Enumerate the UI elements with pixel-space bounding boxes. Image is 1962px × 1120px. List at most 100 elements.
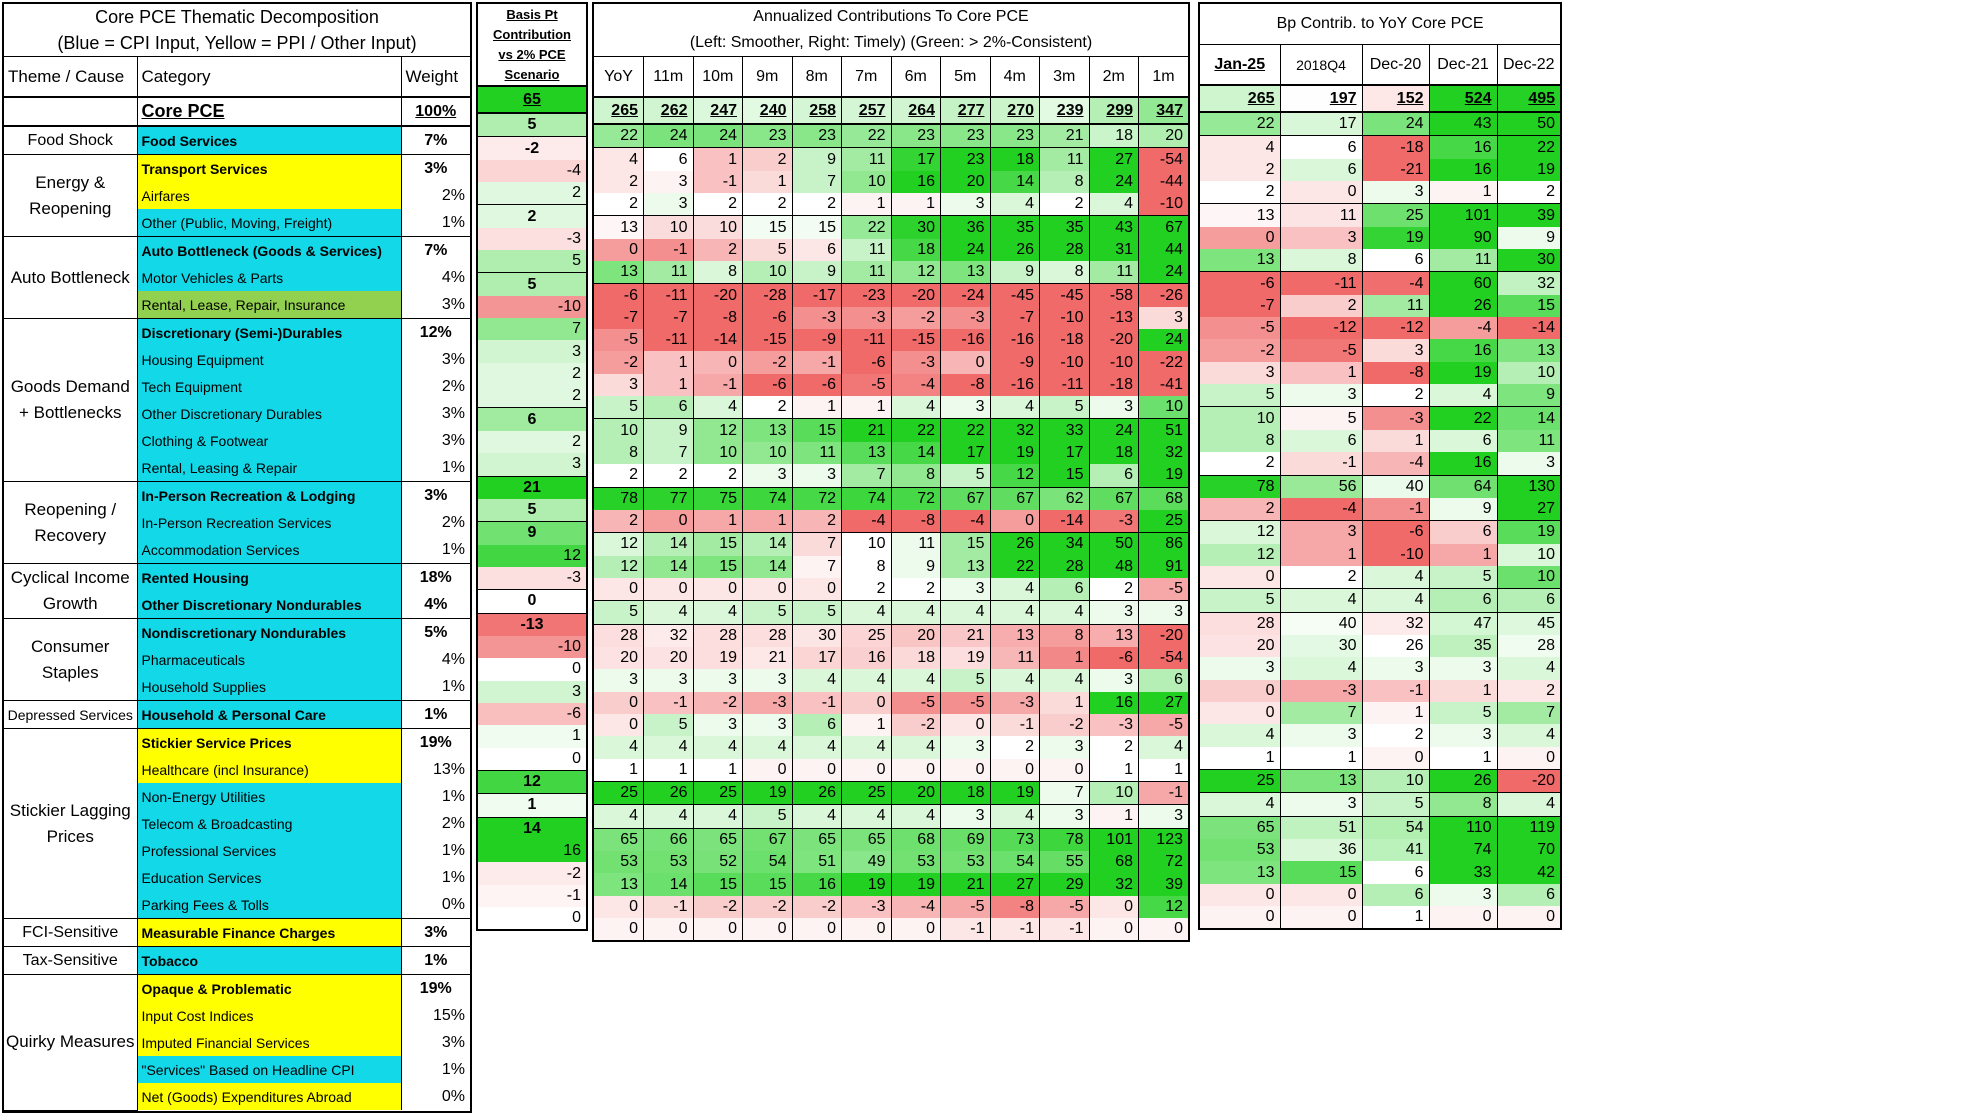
period-header: 3m	[1039, 56, 1089, 98]
yoy-cell: 19	[1428, 361, 1497, 385]
annualized-cell: -4	[890, 373, 941, 397]
table-row: 22 24 24 23 23 22 23 23 23 21 18 20	[594, 124, 1188, 149]
basis-header-line1: Basis Pt	[506, 6, 558, 22]
annualized-cell: 2	[742, 193, 792, 217]
theme-cell: Reopening / Recovery	[4, 481, 137, 564]
annualized-cell: 19	[989, 781, 1040, 806]
theme-cell: Cyclical Income Growth	[4, 563, 137, 619]
annualized-cell: 21	[841, 418, 891, 442]
annualized-cell: 13	[594, 873, 644, 896]
total-annualized-cell: 257	[841, 97, 891, 125]
annualized-cell: 4	[1138, 736, 1188, 759]
weight-cell: 1%	[400, 536, 470, 564]
annualized-cell: -8	[890, 509, 941, 534]
annualized-cell: 4	[890, 804, 941, 829]
category-cell: Other (Public, Moving, Freight)	[136, 209, 401, 237]
annualized-cell: 16	[841, 646, 891, 670]
annualized-cell: 24	[1138, 329, 1188, 352]
bp-cell: 0	[478, 658, 586, 681]
annualized-cell: 0	[594, 238, 644, 262]
bp-cell: 6	[478, 407, 586, 431]
annualized-cell: 1	[742, 170, 792, 194]
annualized-cell: 8	[1039, 170, 1089, 194]
yoy-cell: 3	[1200, 361, 1280, 385]
annualized-cell: 7	[791, 532, 842, 556]
yoy-cell: -6	[1361, 520, 1429, 544]
yoy-cell: 10	[1496, 565, 1561, 590]
table-title: Core PCE Thematic Decomposition (Blue = …	[4, 4, 470, 57]
annualized-cell: 19	[890, 873, 941, 896]
annualized-cell: 26	[791, 781, 842, 806]
annualized-cell: 30	[791, 624, 842, 647]
category-cell: Tobacco	[136, 946, 401, 975]
annualized-cell: -14	[1039, 509, 1089, 534]
annualized-cell: 123	[1138, 828, 1188, 851]
table-row: 12 14 15 14 7 8 9 13 22 28 48 91	[594, 555, 1188, 578]
annualized-cell: 0	[940, 758, 990, 782]
yoy-cell: 15	[1496, 294, 1561, 318]
yoy-cell: 36	[1279, 839, 1362, 862]
table-row: Airfares 2%	[4, 182, 470, 209]
table-row: 2	[478, 385, 586, 409]
annualized-cell: -6	[742, 306, 792, 330]
annualized-cell: 5	[791, 600, 842, 625]
annualized-cell: 0	[940, 351, 990, 374]
annualized-cell: 22	[841, 124, 891, 149]
annualized-cell: -20	[1088, 329, 1139, 352]
yoy-cell: 5	[1279, 406, 1362, 430]
annualized-cell: 32	[1088, 873, 1139, 896]
annualized-cell: 15	[1039, 464, 1089, 488]
theme-cell-empty	[4, 97, 137, 127]
total-yoy-cell: 197	[1279, 85, 1362, 113]
annualized-cell: 11	[841, 238, 891, 262]
annualized-cell: 18	[890, 646, 941, 670]
annualized-cell: -6	[742, 373, 792, 397]
theme-cell: FCI-Sensitive	[4, 918, 137, 947]
annualized-cell: 11	[643, 261, 693, 285]
yoy-cell: 4	[1361, 565, 1429, 590]
annualized-cell: 4	[989, 577, 1040, 602]
bp-cell: 14	[478, 817, 586, 840]
table-row: 0 5 3 3 6 1 -2 0 -1 -2 -3 -5	[594, 713, 1188, 737]
yoy-cell: 5	[1428, 701, 1497, 725]
annualized-cell: -2	[742, 895, 792, 919]
annualized-cell: 1	[841, 193, 891, 217]
annualized-cell: -2	[1039, 713, 1089, 737]
yoy-cell: 64	[1428, 475, 1497, 498]
annualized-cell: 3	[643, 170, 693, 194]
category-cell: Education Services	[136, 864, 401, 891]
annualized-cell: 14	[643, 532, 693, 556]
table-row: 0	[478, 589, 586, 614]
yoy-cell: 2	[1200, 497, 1280, 522]
yoy-cell: 0	[1279, 906, 1362, 929]
yoy-cell: 6	[1496, 883, 1561, 907]
annualized-cell: 4	[742, 736, 792, 759]
yoy-cell: -4	[1361, 271, 1429, 295]
annualized-cell: 22	[594, 124, 644, 149]
table-row: -7 2 11 26 15	[1200, 294, 1561, 318]
annualized-cell: 32	[989, 418, 1040, 442]
annualized-cell: 2	[791, 509, 842, 534]
annualized-cell: -7	[594, 306, 644, 330]
annualized-cell: 78	[1039, 828, 1089, 851]
annualized-cell: 13	[594, 261, 644, 285]
yoy-cell: 0	[1496, 746, 1561, 770]
table-row: Reopening / Recovery In-Person Recreation…	[4, 481, 470, 564]
annualized-cell: 3	[940, 804, 990, 829]
table-row: 2	[478, 430, 586, 454]
yoy-cell: 9	[1428, 497, 1497, 522]
yoy-cell: 6	[1496, 588, 1561, 613]
table-row: 14	[478, 817, 586, 840]
annualized-cell: 10	[643, 215, 693, 239]
table-row: 7	[478, 318, 586, 341]
weight-cell: 3%	[400, 918, 470, 947]
yoy-cell: 40	[1361, 475, 1429, 498]
yoy-cell: -11	[1279, 271, 1362, 295]
total-annualized-cell: 247	[692, 97, 743, 125]
annualized-cell: 49	[841, 851, 891, 874]
table-row: 20 30 26 35 28	[1200, 634, 1561, 658]
weight-cell: 3%	[400, 400, 470, 427]
